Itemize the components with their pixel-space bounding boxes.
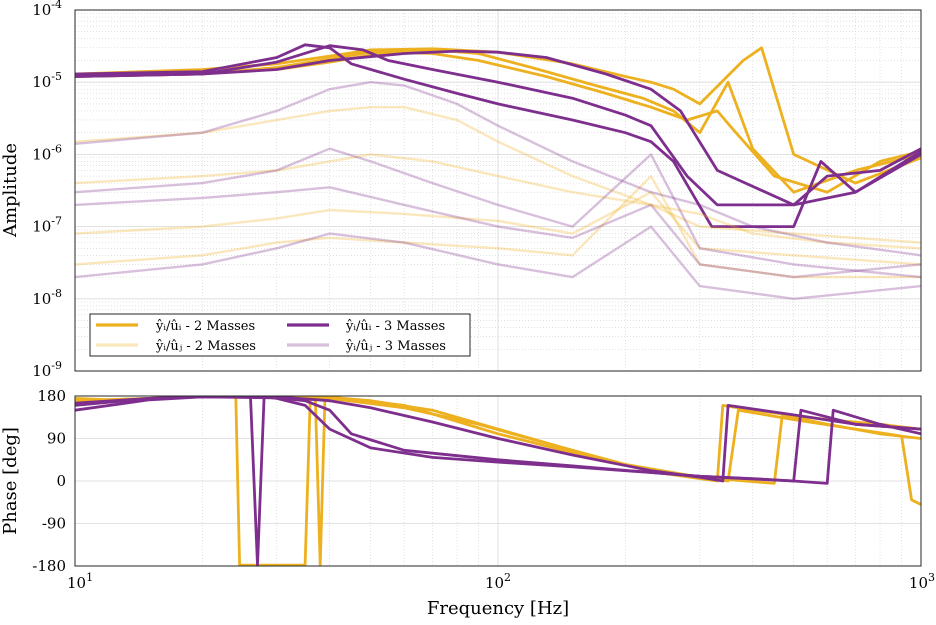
amplitude-series-3: [75, 43, 921, 228]
amp-ytick-label: 10-5: [32, 70, 62, 91]
xtick-label: 101: [67, 571, 93, 592]
phase-series: [75, 396, 921, 566]
phase-ytick-label: -90: [42, 515, 66, 533]
xtick-label: 102: [485, 571, 511, 592]
phase-ytick-label: -180: [32, 557, 66, 575]
amplitude-series-1: [75, 48, 921, 194]
phase-axes-box: [74, 395, 922, 567]
phase-panel: -180 -90 0 90 180 101 102 103 Phase [deg] Frequ…: [0, 387, 935, 619]
amplitude-series: [75, 43, 921, 300]
legend: ŷᵢ/ûᵢ - 2 Masses ŷᵢ/ûᵢ - 3 Masses ŷᵢ/ûⱼ …: [89, 313, 471, 357]
amplitude-series-12: [75, 225, 921, 300]
phase-series-5: [75, 396, 921, 483]
amp-ytick-label: 10-8: [32, 287, 62, 308]
xtick-label: 103: [909, 571, 935, 592]
phase-ytick-label: 0: [56, 472, 66, 490]
amplitude-series-4: [75, 44, 921, 207]
amplitude-ylabel: Amplitude: [0, 143, 21, 238]
phase-ytick-label: 180: [37, 387, 66, 405]
phase-ytick-label: 90: [47, 430, 66, 448]
amplitude-series-11: [75, 147, 921, 279]
amp-ytick-label: 10-9: [32, 359, 62, 380]
amplitude-series-10: [75, 81, 921, 257]
amplitude-series-6: [75, 106, 921, 250]
legend-box: [89, 313, 471, 357]
amplitude-series-7: [75, 153, 921, 244]
frequency-xlabel: Frequency [Hz]: [427, 598, 569, 619]
phase-ylabel: Phase [deg]: [0, 427, 21, 535]
legend-label-2-masses-direct: ŷᵢ/ûᵢ - 2 Masses: [155, 319, 255, 334]
amplitude-series-9: [75, 174, 921, 279]
amplitude-panel: 10-9 10-8 10-7 10-6 10-5 10-4 Amplitude ŷᵢ/ûᵢ…: [0, 0, 922, 380]
phase-tick-labels: -180 -90 0 90 180 101 102 103: [32, 387, 935, 592]
amp-ytick-label: 10-4: [32, 0, 62, 19]
amplitude-series-13: [75, 186, 921, 279]
amplitude-series-8: [75, 191, 921, 266]
amp-ytick-label: 10-7: [32, 215, 62, 236]
legend-label-2-masses-coupling: ŷᵢ/ûⱼ - 2 Masses: [155, 339, 256, 354]
amp-ytick-label: 10-6: [32, 142, 62, 163]
legend-label-3-masses-coupling: ŷᵢ/ûⱼ - 3 Masses: [345, 339, 446, 354]
legend-label-3-masses-direct: ŷᵢ/ûᵢ - 3 Masses: [345, 319, 445, 334]
amplitude-series-0: [75, 46, 921, 185]
amplitude-tick-labels: 10-9 10-8 10-7 10-6 10-5 10-4: [32, 0, 62, 380]
amplitude-series-5: [75, 49, 921, 207]
amplitude-axes-box: [74, 9, 922, 372]
